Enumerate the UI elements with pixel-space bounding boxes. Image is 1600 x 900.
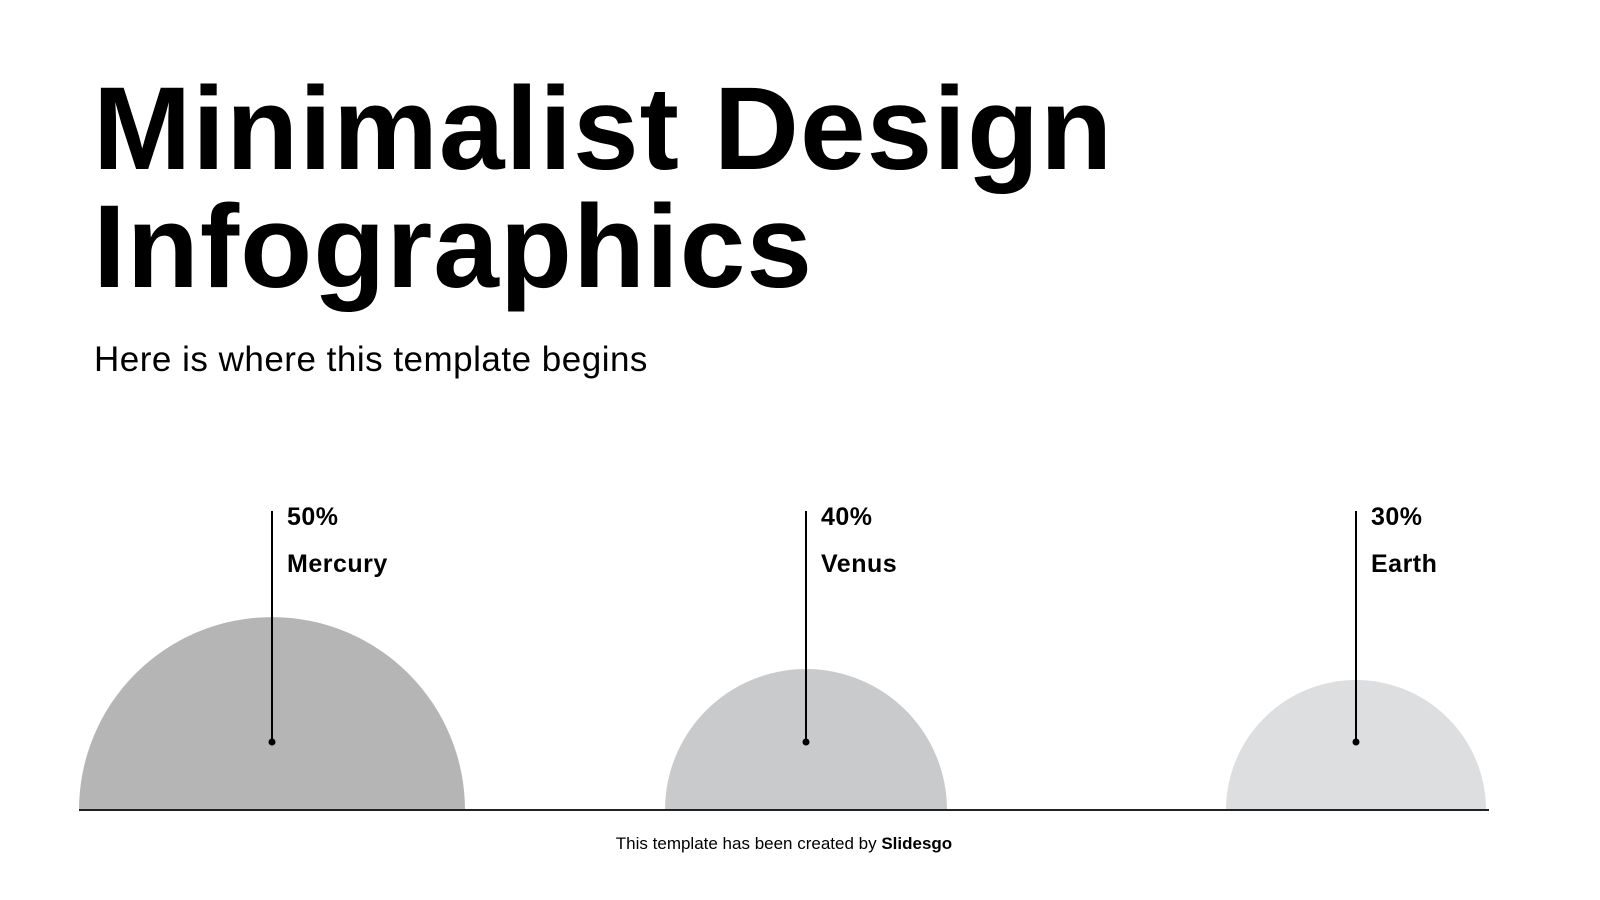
earth-label: Earth xyxy=(1371,550,1438,578)
mercury-pointer-dot xyxy=(268,738,276,746)
mercury-percent: 50% xyxy=(287,503,339,531)
footer-brand[interactable]: Slidesgo xyxy=(881,834,953,853)
venus-percent: 40% xyxy=(821,503,873,531)
slide-title: Minimalist Design Infographics xyxy=(93,70,1113,306)
footer-credit: This template has been created by Slides… xyxy=(0,834,1568,854)
earth-pointer-dot xyxy=(1352,738,1360,746)
venus-pointer-dot xyxy=(802,738,810,746)
title-line-1: Minimalist Design xyxy=(93,63,1114,195)
title-line-2: Infographics xyxy=(93,181,814,313)
earth-percent: 30% xyxy=(1371,503,1423,531)
footer-text: This template has been created by xyxy=(615,834,882,853)
mercury-label: Mercury xyxy=(287,550,388,578)
slide-subtitle: Here is where this template begins xyxy=(94,340,648,379)
venus-label: Venus xyxy=(821,550,898,578)
